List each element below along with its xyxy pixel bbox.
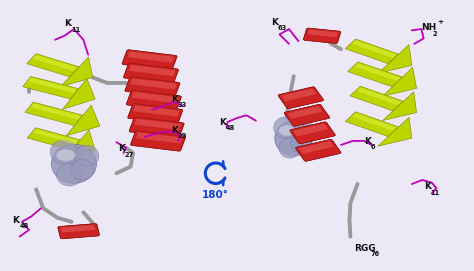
Text: 48: 48	[226, 125, 235, 131]
FancyBboxPatch shape	[299, 141, 334, 154]
FancyBboxPatch shape	[122, 50, 177, 70]
FancyBboxPatch shape	[345, 112, 399, 137]
FancyBboxPatch shape	[136, 132, 182, 143]
FancyBboxPatch shape	[345, 39, 399, 64]
Text: 27: 27	[125, 152, 134, 158]
Ellipse shape	[291, 134, 310, 153]
FancyBboxPatch shape	[131, 131, 185, 151]
Polygon shape	[378, 117, 412, 146]
FancyBboxPatch shape	[28, 78, 77, 93]
FancyBboxPatch shape	[278, 87, 323, 109]
Polygon shape	[66, 105, 100, 136]
FancyBboxPatch shape	[348, 62, 402, 87]
Ellipse shape	[52, 144, 96, 183]
Text: 33: 33	[178, 102, 187, 108]
FancyBboxPatch shape	[357, 88, 401, 105]
Polygon shape	[383, 92, 417, 121]
Text: 2: 2	[433, 31, 438, 37]
Polygon shape	[378, 44, 412, 73]
FancyBboxPatch shape	[308, 30, 337, 37]
FancyBboxPatch shape	[135, 119, 181, 130]
FancyBboxPatch shape	[33, 129, 78, 144]
FancyBboxPatch shape	[130, 78, 177, 89]
Text: 76: 76	[370, 251, 379, 257]
FancyBboxPatch shape	[126, 90, 182, 111]
Text: 11: 11	[72, 27, 81, 33]
Text: K: K	[219, 118, 226, 127]
FancyBboxPatch shape	[133, 105, 180, 117]
Ellipse shape	[275, 121, 313, 156]
FancyBboxPatch shape	[129, 117, 184, 138]
FancyBboxPatch shape	[129, 65, 175, 76]
Text: +: +	[437, 19, 443, 25]
FancyBboxPatch shape	[132, 92, 178, 103]
FancyBboxPatch shape	[128, 104, 183, 124]
Ellipse shape	[70, 160, 94, 180]
FancyBboxPatch shape	[295, 139, 341, 162]
FancyBboxPatch shape	[124, 63, 178, 84]
FancyBboxPatch shape	[123, 63, 179, 84]
FancyBboxPatch shape	[284, 104, 330, 127]
Text: K: K	[171, 95, 178, 104]
FancyBboxPatch shape	[57, 223, 100, 239]
Polygon shape	[382, 67, 417, 96]
Text: K: K	[364, 137, 371, 146]
FancyBboxPatch shape	[27, 128, 81, 150]
FancyBboxPatch shape	[23, 76, 79, 99]
FancyBboxPatch shape	[125, 76, 180, 98]
FancyBboxPatch shape	[355, 63, 400, 81]
FancyBboxPatch shape	[352, 113, 396, 131]
Text: 63: 63	[278, 25, 287, 31]
Ellipse shape	[56, 163, 82, 186]
FancyBboxPatch shape	[122, 50, 177, 70]
FancyBboxPatch shape	[125, 77, 180, 97]
Ellipse shape	[294, 122, 315, 141]
FancyBboxPatch shape	[290, 122, 336, 144]
FancyBboxPatch shape	[352, 40, 396, 58]
Text: 11: 11	[430, 190, 440, 196]
Text: 48: 48	[19, 223, 28, 229]
FancyBboxPatch shape	[303, 28, 341, 43]
Ellipse shape	[74, 145, 99, 167]
FancyBboxPatch shape	[27, 54, 79, 77]
Text: K: K	[171, 125, 178, 135]
FancyBboxPatch shape	[284, 104, 329, 126]
FancyBboxPatch shape	[278, 86, 324, 109]
Text: K: K	[12, 216, 19, 225]
Text: K: K	[64, 19, 72, 28]
FancyBboxPatch shape	[128, 51, 174, 63]
Text: K: K	[424, 182, 431, 191]
Text: K: K	[271, 18, 278, 27]
FancyBboxPatch shape	[129, 117, 184, 138]
Ellipse shape	[56, 149, 75, 161]
Ellipse shape	[273, 117, 297, 138]
FancyBboxPatch shape	[31, 104, 81, 120]
Text: K: K	[118, 144, 125, 153]
FancyBboxPatch shape	[296, 139, 341, 161]
Ellipse shape	[279, 138, 301, 158]
FancyBboxPatch shape	[61, 225, 95, 233]
FancyBboxPatch shape	[350, 86, 403, 111]
FancyBboxPatch shape	[33, 55, 77, 71]
Polygon shape	[63, 130, 95, 160]
FancyBboxPatch shape	[127, 90, 181, 111]
Polygon shape	[60, 57, 93, 87]
Text: RGG: RGG	[354, 244, 376, 253]
FancyBboxPatch shape	[58, 224, 100, 239]
Text: 180°: 180°	[202, 190, 229, 200]
Polygon shape	[63, 78, 95, 109]
Ellipse shape	[50, 140, 78, 164]
Text: 29: 29	[178, 133, 187, 139]
FancyBboxPatch shape	[128, 104, 182, 124]
FancyBboxPatch shape	[290, 122, 335, 144]
FancyBboxPatch shape	[130, 130, 186, 151]
FancyBboxPatch shape	[25, 102, 83, 125]
Ellipse shape	[279, 125, 295, 136]
FancyBboxPatch shape	[293, 124, 328, 136]
FancyBboxPatch shape	[303, 28, 341, 44]
Text: 6: 6	[371, 144, 375, 150]
FancyBboxPatch shape	[288, 106, 322, 119]
Text: NH: NH	[421, 23, 437, 32]
FancyBboxPatch shape	[282, 89, 316, 101]
